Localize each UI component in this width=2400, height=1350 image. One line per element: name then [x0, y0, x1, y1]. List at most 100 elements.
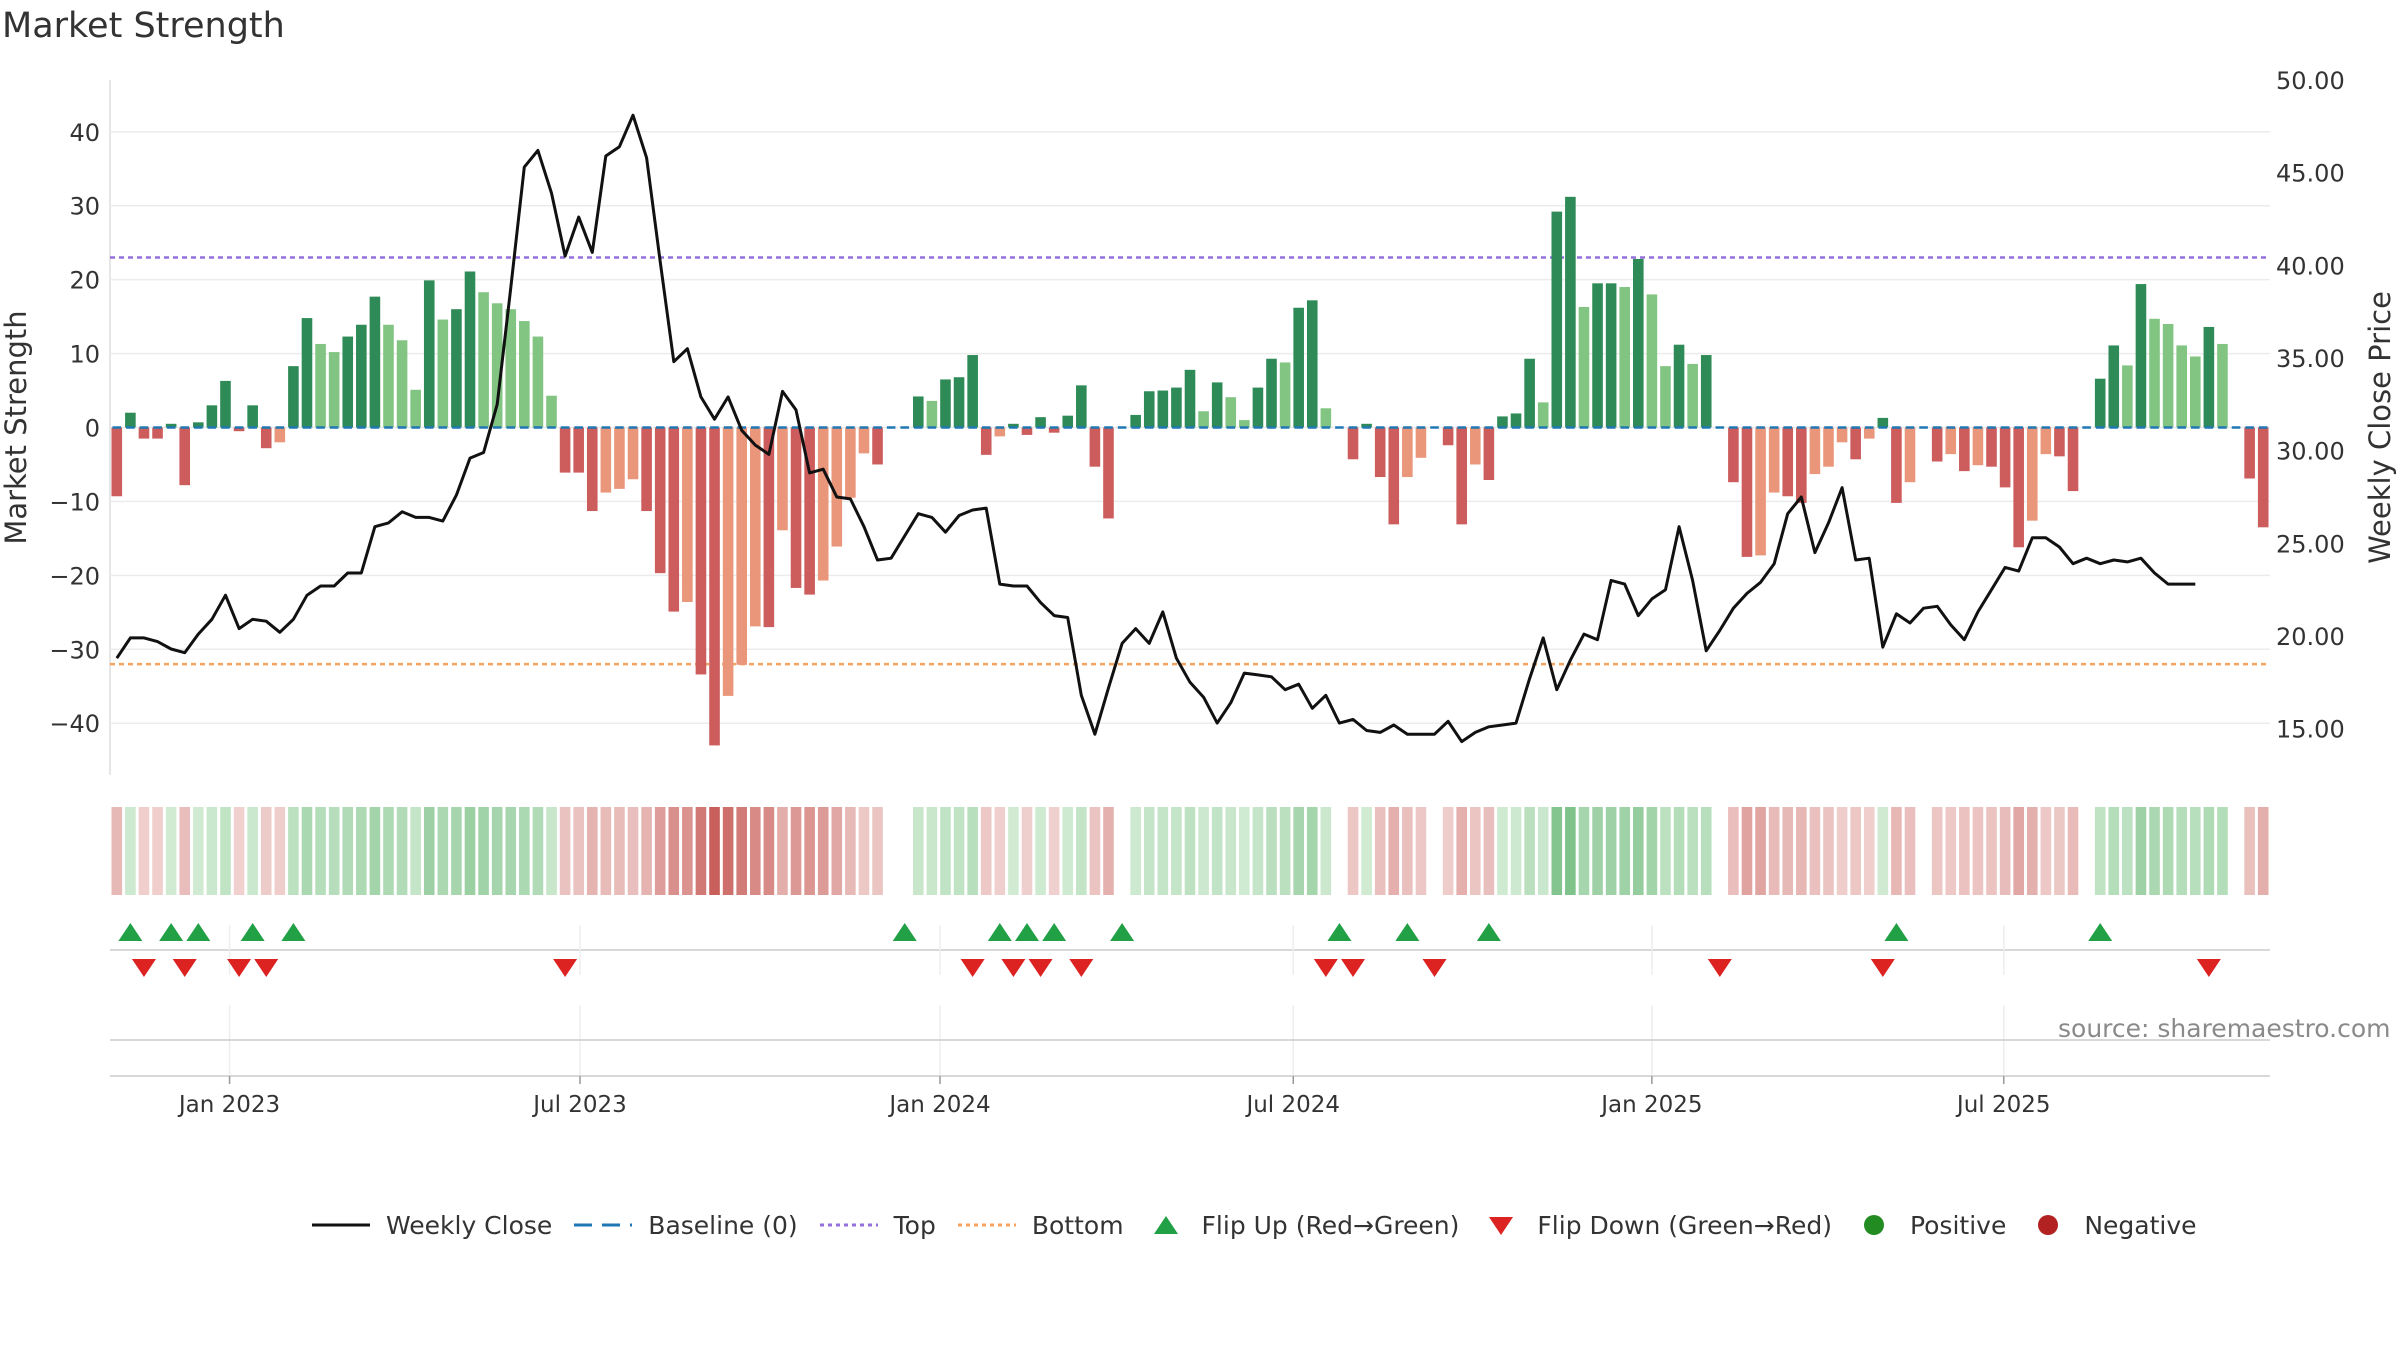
- heat-cell: [1347, 807, 1359, 895]
- heat-cell: [654, 807, 666, 895]
- legend-item-negative: Negative: [2026, 1210, 2197, 1240]
- y-tick-label: 10: [69, 341, 100, 369]
- heat-cell: [1198, 807, 1209, 895]
- heat-cell: [695, 807, 707, 895]
- strength-bar: [2189, 356, 2201, 428]
- strength-bar: [913, 396, 924, 428]
- strength-bar: [722, 427, 734, 696]
- x-tick-label: Jan 2024: [887, 1092, 990, 1118]
- strength-bar: [1524, 358, 1535, 428]
- strength-bar: [532, 336, 544, 428]
- strength-bar: [1252, 387, 1264, 428]
- strength-bar: [1483, 427, 1495, 480]
- heat-cell: [1442, 807, 1454, 895]
- heat-cell: [1035, 807, 1046, 895]
- strength-bar: [668, 427, 680, 612]
- strength-bar: [1565, 196, 1576, 428]
- flip-down-marker: [1028, 959, 1053, 977]
- heat-cell: [1646, 807, 1658, 895]
- heat-cell: [125, 807, 136, 895]
- heat-cell: [193, 807, 204, 895]
- heat-cell: [1062, 807, 1074, 895]
- strength-bar: [804, 427, 815, 595]
- heat-cell: [220, 807, 231, 895]
- heat-cell: [641, 807, 652, 895]
- heat-cell: [899, 807, 911, 895]
- strength-bar: [315, 343, 326, 428]
- strength-bar: [1904, 427, 1916, 483]
- flip-down-marker: [1422, 959, 1447, 977]
- y-tick-label: 20: [69, 267, 100, 295]
- strength-bar: [1021, 427, 1033, 435]
- heat-cell: [1116, 807, 1128, 895]
- heat-cell: [491, 807, 503, 895]
- flip-up-marker: [186, 923, 211, 941]
- flip-up-marker: [987, 923, 1012, 941]
- strength-bar: [288, 366, 299, 428]
- x-tick-label: Jul 2025: [1955, 1092, 2051, 1118]
- strength-bar: [2244, 427, 2255, 479]
- flip-up-marker: [1884, 923, 1909, 941]
- strength-bar: [165, 423, 177, 428]
- strength-bar: [600, 427, 612, 493]
- heat-cell: [478, 807, 489, 895]
- strength-bar: [573, 427, 584, 473]
- legend-label-flip-up: Flip Up (Red→Green): [1201, 1210, 1460, 1240]
- heat-cell: [1673, 807, 1685, 895]
- legend-item-bottom: Bottom: [956, 1211, 1124, 1240]
- heat-cell: [1850, 807, 1861, 895]
- heat-cell: [1048, 807, 1060, 895]
- strength-bar: [654, 427, 666, 574]
- strength-bar: [2108, 345, 2120, 428]
- legend-label-baseline: Baseline (0): [648, 1210, 798, 1240]
- heat-cell: [532, 807, 544, 895]
- strength-bar: [2149, 318, 2160, 428]
- line-swatch-icon: [312, 1223, 370, 1227]
- source-note: source: sharemaestro.com: [2058, 1014, 2391, 1043]
- heat-cell: [1103, 807, 1114, 895]
- heat-cell: [1402, 807, 1413, 895]
- heat-cell: [817, 807, 829, 895]
- strength-bar: [1198, 411, 1209, 428]
- strength-bar: [247, 405, 258, 428]
- legend-label-negative: Negative: [2084, 1210, 2197, 1240]
- strength-bar: [2040, 427, 2052, 455]
- strength-bar: [2176, 345, 2187, 428]
- legend-item-top: Top: [818, 1211, 936, 1240]
- strength-bar: [845, 427, 856, 498]
- heat-cell: [722, 807, 734, 895]
- strength-bar: [1687, 363, 1698, 428]
- strength-bar: [1184, 369, 1196, 428]
- strength-bar: [627, 427, 639, 480]
- flip-down-marker: [1069, 959, 1094, 977]
- strength-bar: [1796, 427, 1807, 503]
- legend-item-flip-down: Flip Down (Green→Red): [1479, 1211, 1832, 1240]
- flip-up-marker: [281, 923, 306, 941]
- heat-cell: [1891, 807, 1902, 895]
- heat-cell: [2203, 807, 2215, 895]
- strength-bar: [1442, 427, 1454, 446]
- chart-title: Market Strength: [2, 6, 285, 46]
- heat-cell: [913, 807, 924, 895]
- strength-bar: [1931, 427, 1943, 462]
- strength-bar: [1836, 427, 1848, 443]
- strength-bar: [111, 427, 123, 497]
- strength-bar: [1768, 427, 1780, 493]
- heat-cell: [1660, 807, 1671, 895]
- heat-cell: [1537, 807, 1549, 895]
- strength-bar: [1850, 427, 1861, 460]
- dotted-line-swatch-icon: [957, 1223, 1016, 1227]
- strength-bar: [1469, 427, 1481, 465]
- heat-cell: [1782, 807, 1794, 895]
- heat-cell: [2067, 807, 2079, 895]
- heat-cell: [1809, 807, 1821, 895]
- strength-bar: [1660, 366, 1671, 428]
- strength-bar: [233, 427, 245, 432]
- legend-item-positive: Positive: [1852, 1211, 2006, 1240]
- heat-cell: [1551, 807, 1563, 895]
- flip-up-marker: [1476, 923, 1501, 941]
- strength-bar: [1361, 423, 1372, 428]
- heat-cell: [2162, 807, 2174, 895]
- heat-cell: [233, 807, 245, 895]
- heat-cell: [736, 807, 747, 895]
